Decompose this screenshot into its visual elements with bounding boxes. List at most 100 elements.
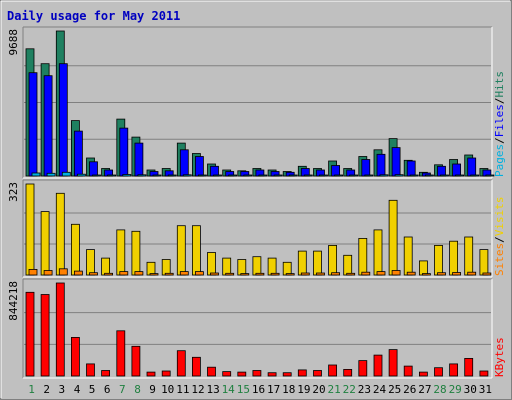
bar-kbytes-day-18: [282, 372, 292, 377]
bar-kbytes-day-29: [449, 363, 459, 377]
bar-pages-day-23: [364, 174, 374, 177]
bar-visits-day-1: [25, 183, 35, 276]
bar-pages-day-1: [31, 172, 41, 177]
day-label-29: 29: [449, 383, 462, 396]
day-label-8: 8: [134, 383, 141, 396]
bar-visits-day-26: [403, 236, 413, 276]
bar-visits-day-30: [464, 236, 474, 276]
legend-entry: Visits: [493, 197, 506, 237]
bar-sites-day-26: [406, 271, 416, 276]
legend-entry: Sites: [493, 243, 506, 276]
legend-entry: /: [493, 236, 506, 243]
bar-visits-day-3: [55, 192, 65, 276]
bar-pages-day-29: [455, 174, 465, 177]
bar-files-day-3: [58, 63, 68, 177]
bar-visits-day-16: [252, 256, 262, 276]
panel-background: [23, 279, 492, 378]
bar-kbytes-day-13: [207, 366, 216, 377]
y-max-label: 844218: [7, 281, 20, 321]
day-label-13: 13: [206, 383, 219, 396]
day-label-11: 11: [176, 383, 189, 396]
bar-pages-day-14: [228, 174, 238, 177]
day-label-22: 22: [343, 383, 356, 396]
bar-kbytes-day-15: [237, 371, 247, 377]
day-label-5: 5: [89, 383, 96, 396]
day-label-12: 12: [191, 383, 204, 396]
bar-visits-day-9: [146, 261, 156, 276]
day-label-31: 31: [479, 383, 492, 396]
bar-visits-day-23: [358, 237, 368, 276]
bar-files-day-26: [406, 160, 416, 177]
bar-files-day-28: [437, 165, 446, 177]
bar-files-day-11: [179, 149, 189, 177]
bar-sites-day-3: [58, 268, 68, 276]
bar-sites-day-8: [134, 271, 144, 276]
bar-sites-day-12: [194, 271, 204, 276]
day-label-26: 26: [403, 383, 416, 396]
bar-kbytes-day-11: [176, 350, 186, 377]
bar-kbytes-day-30: [464, 357, 474, 377]
bar-sites-day-1: [28, 268, 38, 276]
bar-visits-day-21: [328, 244, 338, 276]
day-label-20: 20: [312, 383, 325, 396]
bar-pages-day-21: [334, 174, 344, 177]
bar-files-day-8: [134, 142, 144, 177]
bar-pages-day-19: [303, 174, 313, 177]
bar-visits-day-24: [373, 229, 383, 276]
day-label-25: 25: [388, 383, 401, 396]
bar-sites-day-28: [437, 272, 446, 276]
day-label-9: 9: [149, 383, 156, 396]
legend: Sites/Visits: [493, 197, 506, 277]
day-label-15: 15: [237, 383, 250, 396]
bar-kbytes-day-31: [479, 370, 489, 377]
day-label-17: 17: [267, 383, 280, 396]
bar-kbytes-day-28: [434, 367, 443, 377]
bar-visits-day-25: [388, 199, 398, 276]
y-max-label: 323: [7, 182, 20, 202]
bar-sites-day-29: [452, 272, 462, 276]
bar-pages-day-8: [137, 174, 147, 177]
day-label-6: 6: [104, 383, 111, 396]
bar-pages-day-11: [182, 174, 192, 177]
legend-entry: /: [493, 98, 506, 105]
bar-pages-day-2: [46, 172, 56, 177]
bar-pages-day-30: [470, 174, 480, 177]
bar-visits-day-20: [313, 250, 322, 276]
bar-visits-day-17: [267, 257, 277, 276]
bar-kbytes-day-20: [313, 370, 322, 377]
bar-kbytes-day-8: [131, 345, 141, 377]
bar-sites-day-2: [43, 270, 53, 276]
bar-kbytes-day-23: [358, 360, 368, 377]
bar-kbytes-day-21: [328, 364, 338, 377]
bar-sites-day-13: [210, 272, 219, 276]
legend-entry: Hits: [493, 71, 506, 98]
bar-files-day-29: [452, 163, 462, 177]
bar-visits-day-27: [418, 260, 428, 276]
bar-kbytes-day-25: [388, 349, 398, 377]
bar-pages-day-15: [243, 174, 253, 177]
y-max-label: 9688: [7, 29, 20, 56]
chart-panels: 9688Pages/Files/Hits323Sites/Visits84421…: [7, 26, 506, 379]
bar-pages-day-5: [92, 174, 101, 177]
bar-pages-day-12: [197, 174, 207, 177]
day-label-1: 1: [28, 383, 35, 396]
bar-kbytes-day-14: [222, 371, 232, 377]
bar-visits-day-31: [479, 249, 489, 276]
bar-sites-day-7: [119, 271, 129, 276]
bar-kbytes-day-2: [40, 294, 50, 377]
bar-sites-day-9: [149, 273, 159, 276]
bar-kbytes-day-1: [25, 291, 35, 377]
bar-pages-day-18: [288, 174, 298, 177]
bar-sites-day-10: [164, 272, 174, 276]
bar-sites-day-16: [255, 272, 265, 276]
day-label-2: 2: [43, 383, 50, 396]
bar-visits-day-28: [434, 244, 443, 276]
bar-visits-day-18: [282, 261, 292, 276]
bar-pages-day-31: [485, 174, 495, 177]
bar-sites-day-22: [346, 272, 356, 276]
bar-kbytes-day-9: [146, 371, 156, 377]
chart-title: Daily usage for May 2011: [7, 9, 180, 23]
bar-kbytes-day-3: [55, 282, 65, 377]
day-label-10: 10: [161, 383, 174, 396]
bar-sites-day-31: [482, 272, 492, 276]
